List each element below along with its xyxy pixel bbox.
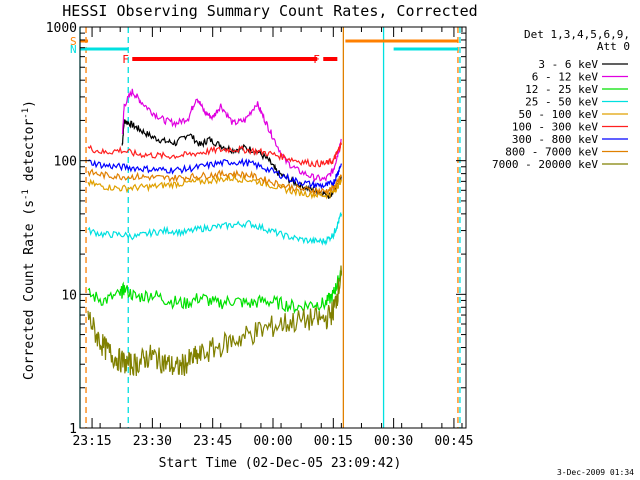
legend-label: 6 - 12 keV — [532, 71, 599, 84]
legend-header-detectors: Det 1,3,4,5,6,9, — [524, 28, 630, 41]
series-line-3 — [87, 212, 342, 246]
series-line-8 — [87, 265, 342, 377]
axes: 1 10 100 1000 23:15 23:30 23:45 00:00 00:15 00:30… — [46, 21, 474, 449]
legend-label: 800 - 7000 keV — [505, 146, 598, 159]
legend-label: 100 - 300 keV — [512, 121, 598, 134]
y-tick-label: 10 — [61, 288, 77, 303]
x-tick-label: 00:15 — [314, 434, 353, 449]
series-line-7 — [87, 168, 342, 196]
legend-header-attenuator: Att 0 — [597, 40, 630, 53]
flag-bars: SN F F — [70, 35, 458, 66]
x-axis-label: Start Time (02-Dec-05 23:09:42) — [159, 456, 402, 471]
x-tick-label: 23:30 — [133, 434, 172, 449]
legend-label: 50 - 100 keV — [519, 108, 599, 121]
series-line-2 — [87, 269, 342, 315]
generation-timestamp: 3-Dec-2009 01:34 — [557, 468, 634, 477]
series-line-5 — [87, 142, 342, 168]
x-tick-label: 00:00 — [253, 434, 292, 449]
flag-label-n: N — [70, 43, 77, 56]
legend-label: 25 - 50 keV — [525, 96, 598, 109]
x-tick-label: 00:45 — [434, 434, 473, 449]
x-tick-label: 00:30 — [374, 434, 413, 449]
series-line-1 — [121, 88, 342, 183]
legend-label: 7000 - 20000 keV — [492, 158, 598, 171]
y-axis-label: Corrected Count Rate (s-1 detector-1) — [21, 100, 37, 380]
series-lines — [87, 88, 342, 377]
chart-title: HESSI Observing Summary Count Rates, Cor… — [62, 2, 477, 20]
x-tick-label: 23:45 — [193, 434, 232, 449]
series-line-6 — [87, 157, 342, 190]
series-line-4 — [87, 173, 342, 200]
flag-label-f: F — [122, 53, 129, 66]
legend-label: 3 - 6 keV — [538, 58, 598, 71]
y-tick-label: 100 — [54, 155, 77, 170]
x-tick-label: 23:15 — [72, 434, 111, 449]
legend-label: 300 - 800 keV — [512, 133, 598, 146]
flag-label-s: S — [70, 35, 77, 48]
legend-label: 12 - 25 keV — [525, 83, 598, 96]
y-tick-label: 1000 — [46, 21, 77, 36]
flag-label-f: F — [313, 53, 320, 66]
y-tick-label: 1 — [69, 422, 77, 437]
